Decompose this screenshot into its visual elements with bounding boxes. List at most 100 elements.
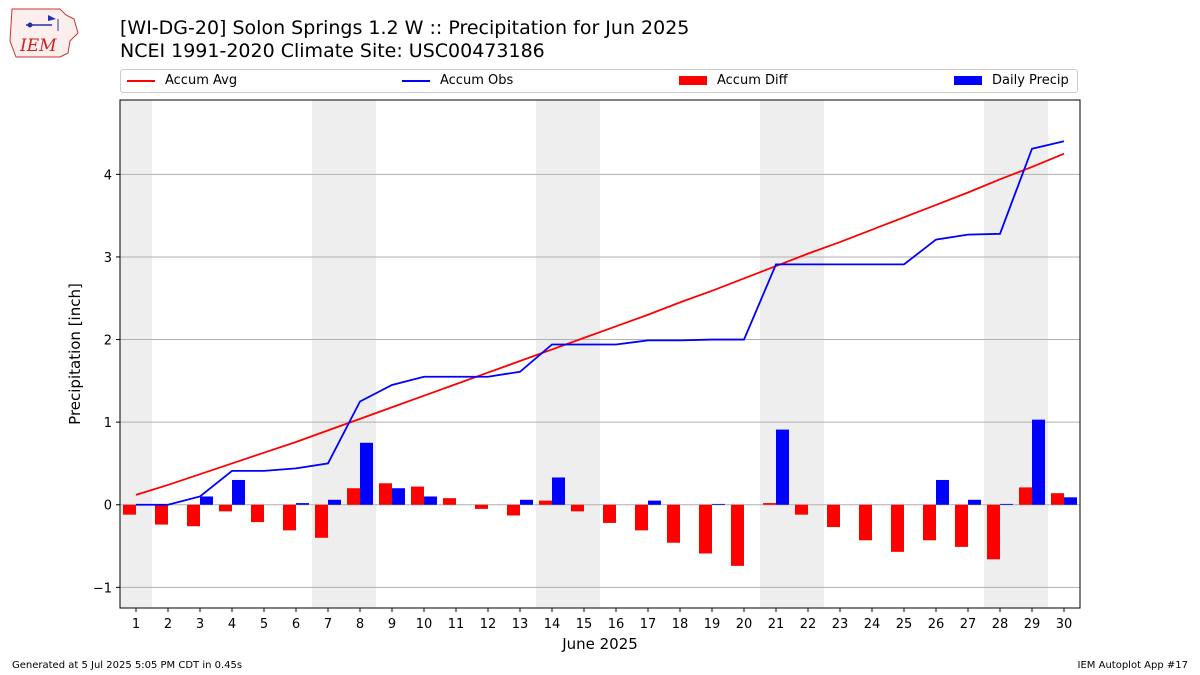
diff-bar-day-16 [603, 504, 616, 523]
legend: Accum Avg Accum Obs Accum Diff Daily Pre… [120, 69, 1078, 93]
weekend-band-4 [760, 100, 824, 608]
plot-frame [119, 99, 1081, 609]
diff-bar-day-4 [219, 504, 232, 512]
x-tick-label-9: 9 [388, 617, 396, 632]
daily-precip-bar-day-28 [1000, 503, 1013, 505]
diff-bar-day-9 [379, 483, 392, 505]
x-tick-label-14: 14 [544, 617, 561, 632]
chart-title: [WI-DG-20] Solon Springs 1.2 W :: Precip… [120, 17, 690, 39]
diff-bar-day-15 [571, 504, 584, 512]
x-tick-label-4: 4 [228, 617, 236, 632]
series-line-accum-obs [136, 140, 1065, 506]
diff-bar-day-29 [1019, 487, 1032, 505]
legend-swatch-daily-precip [954, 76, 982, 85]
y-tick-label: 0 [104, 499, 112, 514]
daily-precip-bar-day-7 [328, 499, 341, 505]
legend-label-accum-diff: Accum Diff [717, 73, 788, 88]
diff-bar-day-13 [507, 504, 520, 516]
legend-label-daily-precip: Daily Precip [992, 73, 1069, 88]
legend-swatch-accum-diff [679, 76, 707, 85]
diff-bar-day-7 [315, 504, 328, 538]
legend-label-accum-avg: Accum Avg [165, 73, 238, 88]
footer-generated: Generated at 5 Jul 2025 5:05 PM CDT in 0… [12, 660, 243, 671]
diff-bar-day-25 [891, 504, 904, 552]
weekend-band-2 [312, 100, 376, 608]
daily-precip-bar-day-30 [1064, 497, 1077, 505]
x-tick-label-29: 29 [1024, 617, 1041, 632]
x-tick-label-25: 25 [896, 617, 913, 632]
x-tick-label-5: 5 [260, 617, 268, 632]
x-tick-label-30: 30 [1056, 617, 1073, 632]
daily-precip-bar-day-17 [648, 500, 661, 505]
y-tick-label: 1 [104, 416, 112, 431]
diff-bar-day-27 [955, 504, 968, 547]
x-tick-label-15: 15 [576, 617, 593, 632]
legend-swatch-accum-avg [127, 79, 155, 82]
x-tick-label-21: 21 [768, 617, 785, 632]
x-tick-label-17: 17 [640, 617, 657, 632]
x-tick-label-8: 8 [356, 617, 364, 632]
x-tick-label-2: 2 [164, 617, 172, 632]
diff-bar-day-19 [699, 504, 712, 554]
y-tick-label: 4 [104, 168, 112, 183]
x-tick-label-13: 13 [512, 617, 529, 632]
x-tick-label-12: 12 [480, 617, 497, 632]
diff-bar-day-10 [411, 486, 424, 505]
daily-precip-bar-day-19 [712, 503, 725, 505]
x-tick-label-16: 16 [608, 617, 625, 632]
x-tick-label-27: 27 [960, 617, 977, 632]
daily-precip-bar-day-9 [392, 488, 405, 505]
chart-subtitle: NCEI 1991-2020 Climate Site: USC00473186 [120, 40, 545, 62]
daily-precip-bar-day-13 [520, 499, 533, 505]
weekend-band-5 [984, 100, 1048, 608]
x-tick-label-22: 22 [800, 617, 817, 632]
series-line-accum-avg [135, 152, 1065, 496]
legend-item-accum-diff: Accum Diff [679, 73, 788, 91]
x-tick-label-3: 3 [196, 617, 204, 632]
diff-bar-day-8 [347, 488, 360, 505]
diff-bar-day-3 [187, 504, 200, 527]
x-tick-label-10: 10 [416, 617, 433, 632]
y-axis-label: Precipitation [inch] [66, 283, 84, 425]
diff-bar-day-20 [731, 504, 744, 566]
x-tick-label-26: 26 [928, 617, 945, 632]
y-tick-label: 2 [104, 334, 112, 349]
footer-app-id: IEM Autoplot App #17 [1077, 660, 1188, 671]
weekend-band-3 [536, 100, 600, 608]
x-tick-label-11: 11 [448, 617, 465, 632]
legend-swatch-accum-obs [402, 79, 430, 82]
x-tick-label-19: 19 [704, 617, 721, 632]
daily-precip-bar-day-10 [424, 496, 437, 505]
x-tick-label-24: 24 [864, 617, 881, 632]
y-tick-label: −1 [93, 581, 112, 596]
diff-bar-day-14 [539, 500, 552, 505]
legend-label-accum-obs: Accum Obs [440, 73, 514, 88]
diff-bar-day-5 [251, 504, 264, 523]
legend-item-daily-precip: Daily Precip [954, 73, 1069, 91]
x-axis-label: June 2025 [561, 635, 638, 653]
legend-item-accum-obs: Accum Obs [402, 73, 513, 91]
diff-bar-day-6 [283, 504, 296, 531]
weekend-band-1 [120, 100, 152, 608]
daily-precip-bar-day-29 [1032, 419, 1045, 505]
logo-text: IEM [19, 36, 57, 56]
diff-bar-day-26 [923, 504, 936, 541]
x-tick-label-18: 18 [672, 617, 689, 632]
diff-bar-day-28 [987, 504, 1000, 560]
iem-logo: IEM [9, 8, 79, 58]
diff-bar-day-12 [475, 504, 488, 509]
diff-bar-day-24 [859, 504, 872, 541]
daily-precip-bar-day-27 [968, 499, 981, 505]
diff-bar-day-30 [1051, 493, 1064, 505]
daily-precip-bar-day-21 [776, 429, 789, 505]
diff-bar-day-11 [443, 498, 456, 505]
legend-item-accum-avg: Accum Avg [127, 73, 237, 91]
x-tick-label-6: 6 [292, 617, 300, 632]
daily-precip-bar-day-4 [232, 479, 245, 505]
x-tick-label-23: 23 [832, 617, 849, 632]
diff-bar-day-1 [123, 504, 136, 515]
diff-bar-day-18 [667, 504, 680, 543]
x-tick-label-7: 7 [324, 617, 332, 632]
diff-bar-day-21 [763, 503, 776, 505]
